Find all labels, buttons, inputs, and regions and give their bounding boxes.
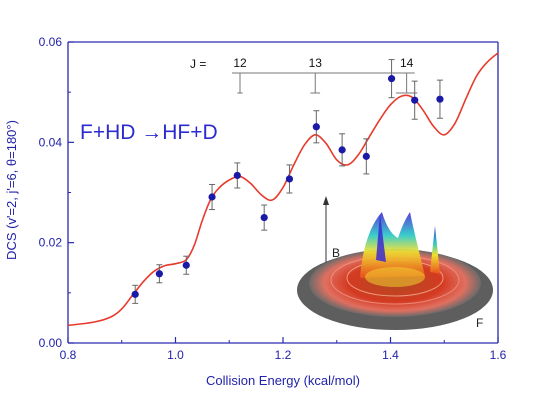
arrow-head — [323, 196, 329, 205]
y-tick-label-3: 0.06 — [39, 35, 63, 49]
x-tick-label-2: 1.2 — [275, 348, 292, 362]
j-level-label-0: 12 — [233, 56, 247, 70]
data-marker — [182, 261, 190, 269]
data-marker — [260, 213, 268, 222]
x-tick-label-4: 1.6 — [490, 348, 507, 362]
data-point-6 — [285, 164, 294, 194]
inset-central-glow — [365, 267, 425, 287]
x-tick-label-0: 0.8 — [60, 348, 77, 362]
j-level-label-2: 14 — [400, 56, 414, 70]
inset-3d-surface: F — [297, 212, 493, 330]
data-point-3 — [208, 183, 216, 211]
inset-label: F — [476, 316, 483, 330]
data-point-11 — [411, 80, 419, 120]
data-point-5 — [260, 204, 268, 231]
inset-central-peak — [360, 212, 425, 278]
data-marker — [155, 270, 163, 278]
data-point-10 — [387, 59, 396, 99]
x-axis-title: Collision Energy (kcal/mol) — [206, 373, 360, 388]
data-point-7 — [312, 110, 320, 144]
data-point-1 — [155, 264, 163, 284]
j-level-scale: J = 12 13 14 — [190, 56, 418, 94]
arrow-label: B — [332, 246, 340, 260]
y-tick-label-2: 0.04 — [39, 135, 63, 149]
data-point-12 — [436, 79, 444, 119]
data-marker — [285, 175, 294, 183]
data-marker — [312, 123, 320, 131]
y-tick-label-1: 0.02 — [39, 236, 63, 250]
data-marker — [338, 146, 346, 154]
y-axis-title: DCS (v'=2, j'=6, θ=180°) — [4, 120, 19, 260]
barrier-arrow: B — [323, 196, 340, 262]
inset-spike-right — [430, 226, 440, 274]
data-points-layer — [131, 59, 444, 304]
data-point-0 — [131, 284, 139, 304]
data-point-9 — [362, 138, 370, 175]
data-point-8 — [338, 133, 346, 167]
data-point-4 — [233, 162, 241, 189]
data-marker — [233, 171, 241, 180]
j-level-label-1: 13 — [309, 56, 323, 70]
x-axis-ticks: 0.8 1.0 1.2 1.4 1.6 — [60, 337, 507, 362]
data-marker — [362, 152, 370, 160]
data-point-2 — [182, 255, 190, 275]
data-marker — [208, 193, 216, 201]
j-scale-prefix: J = — [190, 57, 206, 71]
data-marker — [131, 290, 139, 298]
data-marker — [436, 95, 444, 103]
x-tick-label-3: 1.4 — [382, 348, 399, 362]
data-marker — [411, 96, 419, 104]
y-tick-label-0: 0.00 — [39, 336, 63, 350]
inset-spike-left — [376, 214, 386, 262]
y-axis-ticks: 0.00 0.02 0.04 0.06 — [39, 35, 74, 350]
reaction-annotation: F+HD →HF+D — [80, 121, 218, 144]
x-tick-label-1: 1.0 — [167, 348, 184, 362]
data-marker — [387, 75, 396, 83]
